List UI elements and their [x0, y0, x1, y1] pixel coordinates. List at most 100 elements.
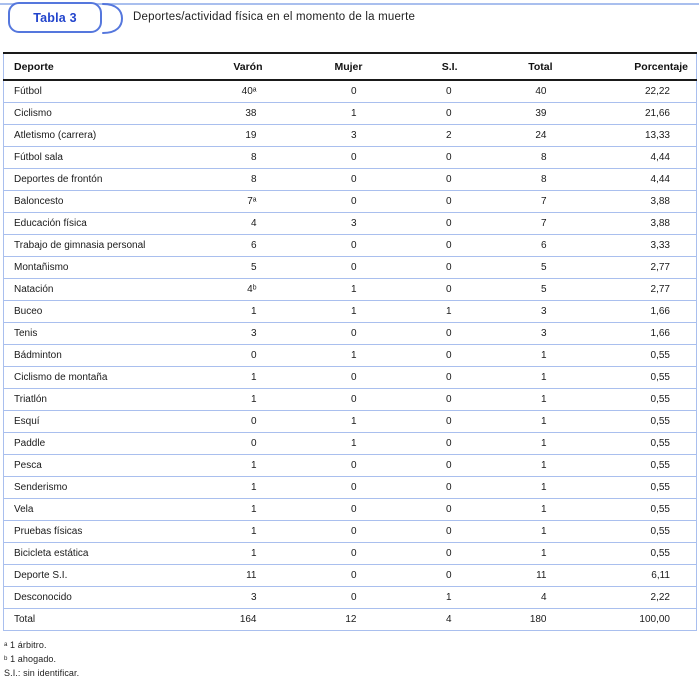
- value-cell: 3: [173, 585, 269, 608]
- value-cell: 0: [368, 79, 464, 102]
- value-cell: 2,77: [558, 277, 697, 300]
- value-cell: 4: [463, 585, 559, 608]
- value-cell: 0: [268, 167, 369, 190]
- value-cell: 4: [173, 211, 269, 234]
- sport-name-cell: Pesca: [3, 453, 174, 476]
- value-cell: 0: [268, 519, 369, 542]
- value-cell: 0: [368, 541, 464, 564]
- sport-name-cell: Deportes de frontón: [3, 167, 174, 190]
- value-cell: 1: [268, 409, 369, 432]
- value-cell: 0: [368, 145, 464, 168]
- paren-decoration-icon: [102, 3, 124, 34]
- value-cell: 3: [463, 299, 559, 322]
- value-cell: 3: [173, 321, 269, 344]
- value-cell: 0: [173, 343, 269, 366]
- sport-name-cell: Pruebas físicas: [3, 519, 174, 542]
- value-cell: 164: [173, 607, 269, 630]
- value-cell: 0: [368, 563, 464, 586]
- value-cell: 0,55: [558, 387, 697, 410]
- value-cell: 1: [463, 497, 559, 520]
- col-header-deporte: Deporte: [3, 52, 174, 81]
- value-cell: 0: [368, 453, 464, 476]
- value-cell: 4,44: [558, 167, 697, 190]
- value-cell: 180: [463, 607, 559, 630]
- value-cell: 0: [268, 189, 369, 212]
- value-cell: 2,22: [558, 585, 697, 608]
- sport-name-cell: Atletismo (carrera): [3, 123, 174, 146]
- value-cell: 0: [268, 255, 369, 278]
- sport-name-cell: Deporte S.I.: [3, 563, 174, 586]
- table-row: Fútbol sala 8 0 0 8 4,44: [3, 145, 697, 168]
- value-cell: 0: [368, 211, 464, 234]
- caption-title: Deportes/actividad física en el momento …: [133, 11, 416, 23]
- value-cell: 8: [463, 167, 559, 190]
- value-cell: 0: [368, 255, 464, 278]
- table-row: Vela 1 0 0 1 0,55: [3, 497, 697, 520]
- sports-table: Deporte Varón Mujer S.I. Total Porcentaj…: [3, 52, 697, 631]
- value-cell: 4: [368, 607, 464, 630]
- sport-name-cell: Buceo: [3, 299, 174, 322]
- value-cell: 19: [173, 123, 269, 146]
- value-cell: 1: [173, 387, 269, 410]
- sport-name-cell: Total: [3, 607, 174, 630]
- value-cell: 5: [173, 255, 269, 278]
- value-cell: 13,33: [558, 123, 697, 146]
- value-cell: 0: [368, 101, 464, 124]
- value-cell: 7: [463, 189, 559, 212]
- table-row: Deporte S.I. 11 0 0 11 6,11: [3, 563, 697, 586]
- table-row: Fútbol 40ᵃ 0 0 40 22,22: [3, 79, 697, 102]
- value-cell: 3: [268, 211, 369, 234]
- table-row: Tenis 3 0 0 3 1,66: [3, 321, 697, 344]
- value-cell: 0: [268, 233, 369, 256]
- value-cell: 8: [463, 145, 559, 168]
- col-header-total: Total: [463, 52, 559, 81]
- sport-name-cell: Fútbol sala: [3, 145, 174, 168]
- value-cell: 4ᵇ: [173, 277, 269, 300]
- value-cell: 1: [173, 497, 269, 520]
- value-cell: 0,55: [558, 497, 697, 520]
- footnotes: ᵃ 1 árbitro. ᵇ 1 ahogado. S.I.: sin iden…: [4, 638, 699, 680]
- sport-name-cell: Desconocido: [3, 585, 174, 608]
- table-row: Desconocido 3 0 1 4 2,22: [3, 585, 697, 608]
- value-cell: 1: [368, 299, 464, 322]
- value-cell: 0: [268, 387, 369, 410]
- value-cell: 2,77: [558, 255, 697, 278]
- col-header-varon: Varón: [173, 52, 269, 81]
- value-cell: 0,55: [558, 409, 697, 432]
- value-cell: 1,66: [558, 321, 697, 344]
- table-row: Ciclismo 38 1 0 39 21,66: [3, 101, 697, 124]
- total-row: Total 164 12 4 180 100,00: [3, 607, 697, 630]
- value-cell: 3: [268, 123, 369, 146]
- value-cell: 2: [368, 123, 464, 146]
- col-header-si: S.I.: [368, 52, 464, 81]
- value-cell: 0,55: [558, 343, 697, 366]
- value-cell: 3,88: [558, 211, 697, 234]
- table-row: Bicicleta estática 1 0 0 1 0,55: [3, 541, 697, 564]
- value-cell: 1: [173, 519, 269, 542]
- value-cell: 0: [268, 453, 369, 476]
- value-cell: 1,66: [558, 299, 697, 322]
- value-cell: 1: [173, 541, 269, 564]
- table-row: Triatlón 1 0 0 1 0,55: [3, 387, 697, 410]
- sport-name-cell: Ciclismo de montaña: [3, 365, 174, 388]
- sport-name-cell: Esquí: [3, 409, 174, 432]
- value-cell: 1: [463, 541, 559, 564]
- sport-name-cell: Montañismo: [3, 255, 174, 278]
- value-cell: 1: [268, 431, 369, 454]
- value-cell: 1: [268, 299, 369, 322]
- table-row: Baloncesto 7ᵃ 0 0 7 3,88: [3, 189, 697, 212]
- footnote-a: ᵃ 1 árbitro.: [4, 639, 47, 650]
- header-row: Deporte Varón Mujer S.I. Total Porcentaj…: [3, 52, 697, 81]
- value-cell: 0: [368, 475, 464, 498]
- footnote-b: ᵇ 1 ahogado.: [4, 653, 57, 664]
- value-cell: 5: [463, 277, 559, 300]
- sport-name-cell: Vela: [3, 497, 174, 520]
- sport-name-cell: Ciclismo: [3, 101, 174, 124]
- value-cell: 0: [368, 321, 464, 344]
- value-cell: 0,55: [558, 365, 697, 388]
- table-row: Bádminton 0 1 0 1 0,55: [3, 343, 697, 366]
- table-row: Natación 4ᵇ 1 0 5 2,77: [3, 277, 697, 300]
- value-cell: 6: [173, 233, 269, 256]
- sport-name-cell: Tenis: [3, 321, 174, 344]
- value-cell: 1: [463, 365, 559, 388]
